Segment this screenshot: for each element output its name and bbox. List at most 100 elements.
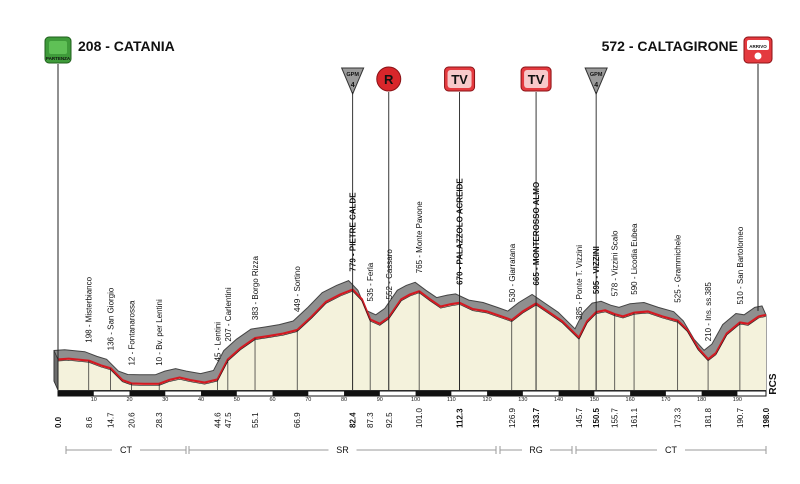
place-label: 530 - Giarratana bbox=[508, 243, 517, 302]
finish-label: 572 - CALTAGIRONE bbox=[602, 38, 738, 54]
watermark: RCS bbox=[768, 373, 779, 394]
gpm-icon bbox=[584, 67, 608, 96]
place-label: 779 - PIETRE CALDE bbox=[349, 192, 358, 272]
km-tick-label: 170 bbox=[661, 397, 670, 403]
profile-area bbox=[58, 289, 766, 390]
elevation-line-shadow bbox=[57, 290, 767, 386]
km-label: 66.9 bbox=[293, 412, 302, 428]
km-label: 198.0 bbox=[762, 407, 771, 428]
distance-bar-segment bbox=[201, 391, 237, 396]
km-label: 181.8 bbox=[704, 407, 713, 428]
km-tick-label: 100 bbox=[411, 397, 420, 403]
km-label: 133.7 bbox=[532, 407, 541, 428]
distance-bar-segment bbox=[630, 391, 666, 396]
start-badge-icon-inner bbox=[49, 41, 67, 54]
place-label: 510 - San Bartolomeo bbox=[736, 226, 745, 304]
sprint-label: R bbox=[384, 72, 394, 87]
elevation-line bbox=[57, 288, 767, 385]
km-tick-label: 80 bbox=[341, 397, 347, 403]
place-label: 595 - VIZZINI bbox=[592, 246, 601, 294]
gpm-icon bbox=[340, 67, 365, 96]
km-label: 101.0 bbox=[415, 407, 424, 428]
place-label: 198 - Misterbianco bbox=[85, 276, 94, 342]
distance-bar-segment bbox=[58, 391, 94, 396]
tv-icon-screen bbox=[524, 70, 549, 88]
km-tick-label: 70 bbox=[305, 397, 311, 403]
km-label: 28.3 bbox=[155, 412, 164, 428]
place-label: 207 - Carlentini bbox=[224, 287, 233, 341]
km-tick-label: 40 bbox=[198, 397, 204, 403]
finish-badge-dot bbox=[754, 52, 762, 60]
km-tick-label: 60 bbox=[269, 397, 275, 403]
tv-icon-screen bbox=[447, 70, 472, 88]
province-label: CT bbox=[665, 445, 677, 455]
province-label-bg bbox=[112, 443, 140, 456]
distance-bar-segment bbox=[272, 391, 309, 396]
gpm-category: 4 bbox=[594, 82, 598, 89]
km-tick-label: 130 bbox=[518, 397, 527, 403]
province-label: RG bbox=[529, 445, 543, 455]
start-badge-label: PARTENZA bbox=[46, 56, 71, 61]
km-tick-label: 90 bbox=[377, 397, 383, 403]
place-label: 10 - Bv. per Lentini bbox=[155, 299, 164, 366]
place-label: 670 - PALAZZOLO ACREIDE bbox=[456, 178, 465, 285]
distance-bar-segment bbox=[487, 391, 523, 396]
km-label: 47.5 bbox=[224, 412, 233, 428]
tv-label: TV bbox=[528, 72, 545, 87]
tv-label: TV bbox=[451, 72, 468, 87]
km-label: 0.0 bbox=[54, 416, 63, 428]
km-label: 112.3 bbox=[456, 408, 465, 428]
km-tick-label: 30 bbox=[162, 397, 168, 403]
gpm-label: GPM bbox=[590, 72, 603, 78]
place-label: 665 - MONTEROSSO ALMO bbox=[532, 182, 541, 286]
place-label: 449 - Sortino bbox=[293, 266, 302, 312]
place-label: 552 - Cassaro bbox=[385, 249, 394, 300]
distance-bar-segment bbox=[558, 391, 595, 396]
km-label: 173.3 bbox=[674, 407, 683, 428]
sprint-icon bbox=[376, 66, 402, 92]
km-label: 155.7 bbox=[611, 407, 620, 428]
km-label: 44.6 bbox=[213, 412, 222, 428]
km-label: 145.7 bbox=[575, 407, 584, 428]
km-tick-label: 180 bbox=[697, 397, 706, 403]
km-label: 161.1 bbox=[630, 407, 639, 428]
province-label: SR bbox=[336, 445, 349, 455]
distance-bar-segment bbox=[129, 391, 166, 396]
km-label: 126.9 bbox=[508, 407, 517, 428]
km-tick-label: 190 bbox=[733, 397, 742, 403]
place-label: 590 - Licodia Eubea bbox=[630, 223, 639, 295]
place-label: 45 - Lentini bbox=[213, 322, 222, 362]
province-label-bg bbox=[328, 443, 357, 456]
finish-badge-label: ARRIVO bbox=[749, 44, 767, 49]
province-label-bg bbox=[657, 443, 685, 456]
place-label: 535 - Ferla bbox=[366, 262, 375, 301]
km-tick-label: 20 bbox=[126, 397, 132, 403]
km-tick-label: 140 bbox=[554, 397, 563, 403]
km-label: 87.3 bbox=[366, 412, 375, 428]
km-label: 150.5 bbox=[592, 407, 601, 428]
place-label: 525 - Grammichele bbox=[674, 234, 683, 303]
gpm-category: 4 bbox=[351, 82, 355, 89]
distance-bar-segment bbox=[344, 391, 380, 396]
place-label: 12 - Fontanarossa bbox=[128, 300, 137, 365]
place-label: 578 - Vizzini Scalo bbox=[611, 230, 620, 296]
km-label: 82.4 bbox=[349, 412, 358, 428]
finish-badge-icon-inner bbox=[747, 40, 769, 50]
km-tick-label: 150 bbox=[590, 397, 599, 403]
km-tick-label: 110 bbox=[447, 397, 456, 403]
place-label: 385 - Ponte T. Vizzini bbox=[575, 245, 584, 320]
km-label: 55.1 bbox=[251, 412, 260, 428]
place-label: 136 - San Giorgio bbox=[107, 287, 116, 350]
km-tick-label: 10 bbox=[91, 397, 97, 403]
distance-bar-segment bbox=[415, 391, 452, 396]
province-label-bg bbox=[522, 443, 550, 456]
gpm-label: GPM bbox=[346, 72, 359, 78]
km-tick-label: 120 bbox=[482, 397, 491, 403]
province-label: CT bbox=[120, 445, 132, 455]
place-label: 383 - Borgo Rizza bbox=[251, 256, 260, 321]
km-label: 14.7 bbox=[107, 412, 116, 428]
km-tick-label: 160 bbox=[626, 397, 635, 403]
km-label: 92.5 bbox=[385, 412, 394, 428]
km-label: 190.7 bbox=[736, 407, 745, 428]
